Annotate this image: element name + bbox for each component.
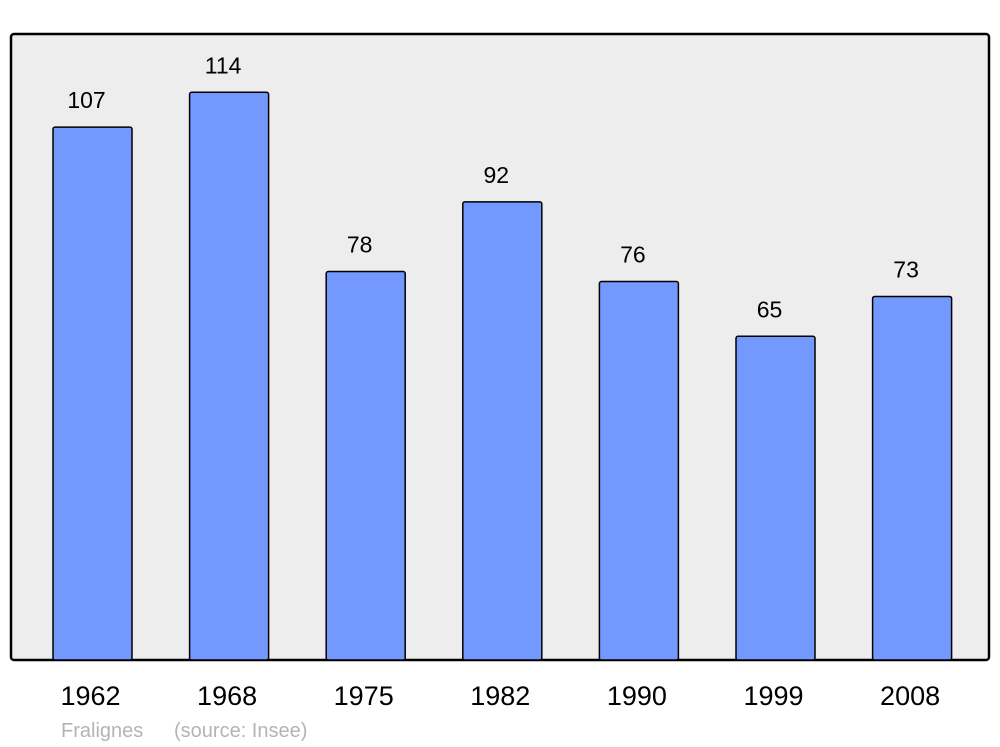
data-label-1962: 107 [67, 87, 105, 113]
bar-1962 [52, 126, 133, 661]
bar-1982 [462, 201, 543, 661]
data-label-1968: 114 [205, 52, 242, 78]
data-label-1975: 78 [347, 232, 373, 258]
x-tick-label-2008: 2008 [880, 681, 940, 711]
footer-source: (source: Insee) [174, 720, 307, 742]
bar-1975 [325, 270, 406, 661]
bar-1968 [188, 91, 270, 661]
data-label-1982: 92 [484, 162, 510, 188]
x-tick-label-1968: 1968 [197, 681, 257, 711]
footer-place: Fralignes [61, 720, 143, 742]
x-tick-label-1982: 1982 [470, 681, 530, 711]
bar-1999 [735, 335, 816, 661]
data-label-2008: 73 [893, 256, 919, 282]
x-tick-label-1975: 1975 [334, 681, 394, 711]
data-label-1999: 65 [757, 296, 783, 322]
x-tick-label-1962: 1962 [60, 681, 120, 711]
data-label-1990: 76 [620, 242, 646, 268]
x-tick-label-1990: 1990 [607, 681, 667, 711]
bar-1990 [598, 280, 680, 661]
x-tick-label-1999: 1999 [743, 681, 803, 711]
bar-2008 [871, 295, 953, 661]
